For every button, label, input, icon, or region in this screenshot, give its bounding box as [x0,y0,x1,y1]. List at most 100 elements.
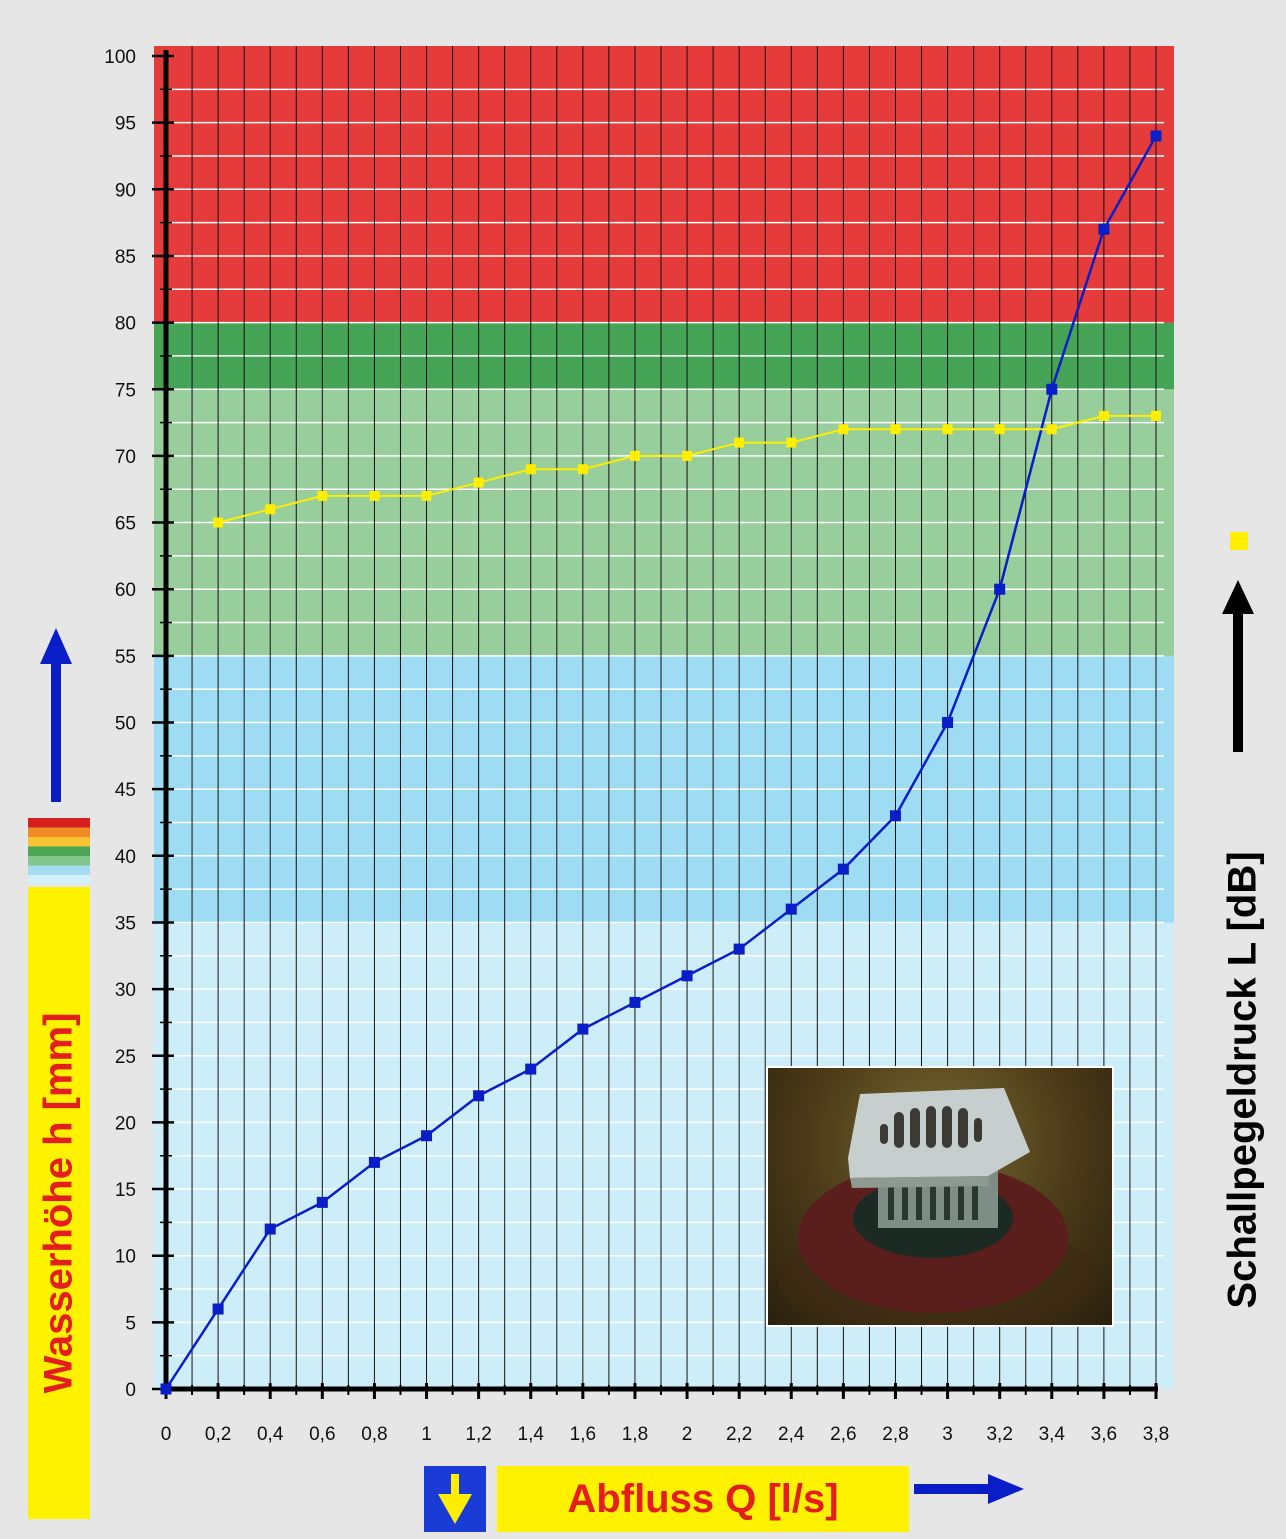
chart-axes [152,50,1158,1399]
x-tick-label: 2,8 [882,1424,908,1445]
y-tick-label: 20 [115,1113,136,1134]
y-tick-label: 90 [115,180,136,201]
floor-drain-photo-illustration [778,1088,1098,1325]
floor-drain-photo [766,1066,1114,1327]
y-tick-label: 0 [125,1380,136,1401]
x-tick-label: 1,6 [570,1424,596,1445]
x-tick-label: 0,8 [361,1424,387,1445]
y-tick-label: 30 [115,980,136,1001]
y-tick-label: 100 [104,47,136,68]
y-tick-label: 55 [115,647,136,668]
y-tick-label: 65 [115,514,136,535]
y2-series-marker-icon [1230,532,1248,550]
x-tick-label: 0,4 [257,1424,284,1445]
legend-swatch [28,818,90,828]
series-0-point [421,1130,433,1142]
y-tick-label: 70 [115,447,136,468]
series-1-point [525,464,536,475]
x-tick-label: 3,8 [1143,1424,1169,1445]
series-1-point [629,450,640,461]
series-1-point [473,477,484,488]
y-tick-label: 10 [115,1247,136,1268]
series-1-point [213,517,224,528]
y-tick-label: 5 [125,1313,136,1334]
x-tick-label: 2,4 [778,1424,805,1445]
legend-swatch [28,865,90,875]
series-0-point [316,1196,328,1208]
y-tick-label: 95 [115,114,136,135]
series-0-point [629,996,641,1008]
x-axis-title: Abfluss Q [l/s] [567,1476,839,1521]
series-0-point [1150,130,1162,142]
y2-axis-up-arrow-icon [1222,580,1254,752]
series-1-point [1098,410,1109,421]
chart-decorations [28,532,1254,1532]
x-tick-label: 3,2 [986,1424,1012,1445]
series-1-point [890,424,901,435]
series-1-point [682,450,693,461]
band-4 [154,46,1174,323]
series-1-point [369,490,380,501]
y-axis-title: Wasserhöhe h [mm] [36,1012,81,1394]
series-0-point [577,1023,589,1035]
x-tick-label: 0,2 [205,1424,231,1445]
series-0-point [681,970,693,982]
series-1-point [942,424,953,435]
y-tick-label: 35 [115,913,136,934]
series-0-line [164,135,1158,1390]
series-0-point [473,1090,485,1102]
x-tick-label: 3,4 [1039,1424,1066,1445]
series-1-point [265,504,276,515]
y-tick-label: 40 [115,847,136,868]
series-0-point [160,1383,172,1395]
series-1-point [734,437,745,448]
series-0-point [1098,223,1110,235]
series-0-point [525,1063,537,1075]
series-1-point [1151,410,1161,421]
series-1-point [421,490,432,501]
color-band-legend [28,818,90,885]
legend-swatch [28,837,90,847]
x-tick-label: 2 [682,1424,693,1445]
chart-series [160,130,1162,1395]
series-0-point [368,1156,380,1168]
x-tick-label: 1 [421,1424,432,1445]
series-1-point [786,437,797,448]
y-tick-label: 80 [115,314,136,335]
y-tick-label: 25 [115,1047,136,1068]
series-0-point [733,943,745,955]
y-tick-label: 50 [115,714,136,735]
x-tick-label: 1,2 [465,1424,491,1445]
y-tick-label: 85 [115,247,136,268]
x-tick-label: 3 [942,1424,953,1445]
legend-swatch [28,875,90,885]
y-axis-title-box [28,887,90,1519]
series-0-point [212,1303,224,1315]
y-axis-up-arrow-icon [40,628,72,802]
x-axis-title-box: Abfluss Q [l/s] [497,1466,909,1532]
down-arrow-icon [424,1466,486,1532]
series-1-point [838,424,849,435]
x-tick-label: 1,8 [622,1424,648,1445]
legend-swatch [28,827,90,837]
legend-swatch [28,846,90,856]
series-1-point [317,490,328,501]
series-1-point [1046,424,1057,435]
x-tick-label: 1,4 [518,1424,545,1445]
x-tick-label: 2,6 [830,1424,856,1445]
x-axis-right-arrow-icon [914,1474,1024,1504]
series-0-point [264,1223,276,1235]
series-0-point [785,903,797,915]
series-0-point [994,583,1006,595]
y-tick-label: 45 [115,780,136,801]
series-1-point [577,464,588,475]
series-0-point [889,810,901,822]
series-0-point [837,863,849,875]
tick-labels: 0510152025303540455055606570758085909510… [104,47,1169,1445]
y2-axis-title: Schallpegeldruck L [dB] [1220,851,1265,1309]
y-tick-label: 75 [115,380,136,401]
x-tick-label: 0,6 [309,1424,335,1445]
series-0-point [942,717,954,728]
x-tick-label: 0 [161,1424,172,1445]
series-1-point [994,424,1005,435]
